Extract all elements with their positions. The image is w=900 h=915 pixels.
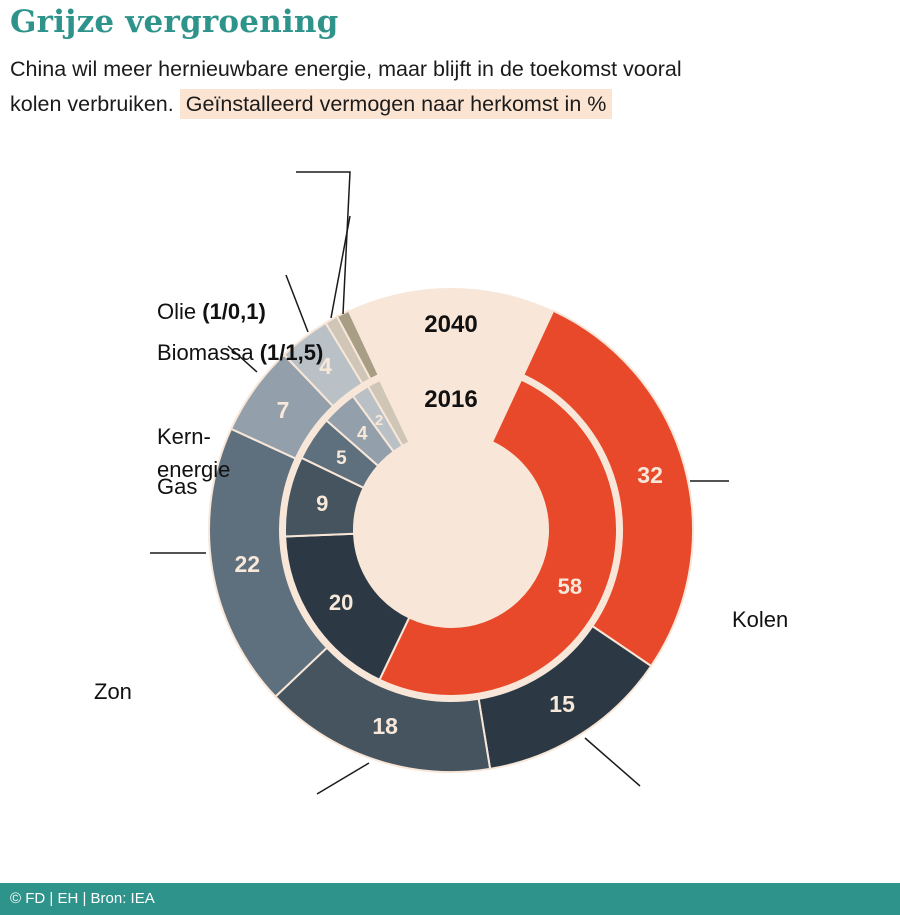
leader-line-waterkracht bbox=[584, 737, 641, 787]
subtitle-highlight: Geïnstalleerd vermogen naar herkomst in … bbox=[179, 89, 613, 119]
leader-line-kernenergie bbox=[285, 274, 309, 333]
segment-value-wind-2040: 18 bbox=[372, 713, 398, 739]
olie-values: (1/0,1) bbox=[202, 299, 266, 324]
kolen-name: Kolen bbox=[732, 607, 789, 632]
ring-year-label-2040: 2040 bbox=[424, 311, 477, 338]
segment-value-kolen-2040: 32 bbox=[637, 462, 663, 488]
segment-value-wind-2016: 9 bbox=[316, 491, 328, 516]
legend-label-zon: Zon bbox=[94, 679, 132, 705]
segment-value-zon-2040: 22 bbox=[234, 551, 260, 577]
legend-label-gas: Gas bbox=[157, 474, 197, 500]
segment-kolen-2040 bbox=[521, 309, 694, 668]
segment-kolen-2016 bbox=[378, 378, 618, 697]
segment-value-kolen-2016: 58 bbox=[558, 574, 582, 599]
source-footer: © FD | EH | Bron: IEA bbox=[0, 883, 900, 915]
legend-label-biomassa: Biomassa (1/1,5) bbox=[157, 340, 323, 366]
ring-year-label-2016: 2016 bbox=[424, 386, 477, 413]
segment-value-kernenergie-2016: 2 bbox=[375, 412, 383, 429]
page-title: Grijze vergroening bbox=[10, 4, 339, 40]
gas-name: Gas bbox=[157, 474, 198, 499]
segment-olie-2016 bbox=[378, 378, 412, 444]
subtitle-line1: China wil meer hernieuwbare energie, maa… bbox=[10, 57, 682, 81]
leader-line-biomassa bbox=[330, 215, 351, 319]
legend-label-olie: Olie (1/0,1) bbox=[157, 299, 266, 325]
segment-value-waterkracht-2040: 15 bbox=[549, 691, 575, 717]
chart-subtitle: China wil meer hernieuwbare energie, maa… bbox=[10, 52, 890, 122]
leader-line-olie bbox=[296, 171, 351, 315]
zon-name: Zon bbox=[94, 679, 132, 704]
segment-value-waterkracht-2016: 20 bbox=[329, 590, 353, 615]
segment-value-zon-2016: 5 bbox=[336, 448, 347, 469]
kernenergie-name: Kern- energie bbox=[157, 424, 231, 482]
segment-olie-2040 bbox=[335, 309, 381, 381]
biomassa-values: (1/1,5) bbox=[259, 340, 324, 365]
segment-value-kernenergie-2040: 4 bbox=[319, 353, 332, 379]
donut-chart: 32 15 18 22 7 4 2040 58 20 9 5 4 2 2016 Olie (1/0,1) … bbox=[0, 140, 900, 883]
segment-value-gas-2040: 7 bbox=[277, 397, 290, 423]
biomassa-name: Biomassa bbox=[157, 340, 254, 365]
segment-value-gas-2016: 4 bbox=[357, 424, 368, 445]
olie-name: Olie bbox=[157, 299, 197, 324]
leader-line-wind bbox=[316, 762, 370, 795]
legend-label-kernenergie: Kern- energie bbox=[157, 387, 230, 486]
legend-label-kolen: Kolen bbox=[732, 607, 788, 633]
leader-line-gas bbox=[227, 345, 258, 373]
subtitle-line2: kolen verbruiken. bbox=[10, 92, 174, 116]
